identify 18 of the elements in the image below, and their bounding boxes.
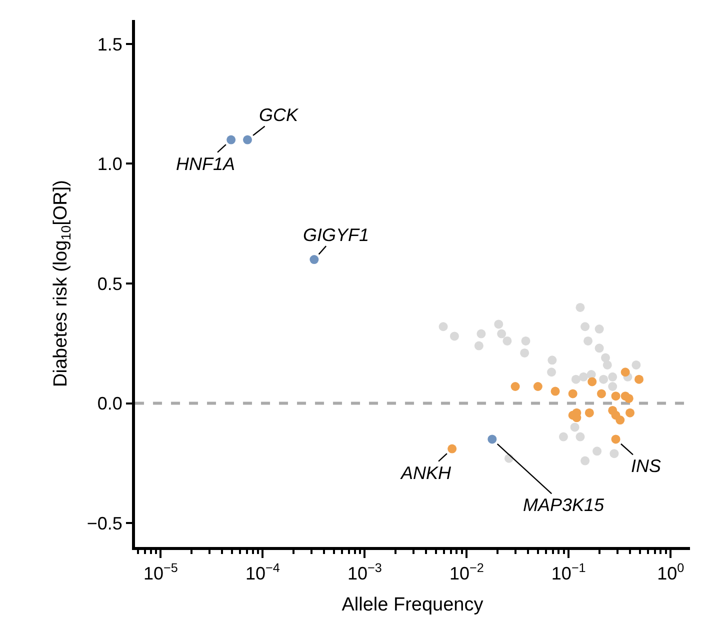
x-tick-label: 10$^{−1}$ (551, 561, 586, 584)
y-tick-label: −0.5 (86, 513, 122, 534)
x-tick-label: 10$^{−4}$ (245, 561, 280, 584)
y-tick-label: 1.0 (97, 154, 122, 174)
annotation: HNF1A (176, 154, 236, 174)
x-axis-title: Allele Frequency (342, 594, 484, 616)
x-tick-label: 10$^{−3}$ (347, 561, 382, 584)
annotation: INS (631, 456, 662, 476)
annotation: GIGYF1 (303, 225, 370, 245)
annotation: GCK (259, 105, 299, 125)
annotation: MAP3K15 (523, 495, 606, 515)
y-tick-label: 0.5 (97, 274, 122, 294)
x-tick-label: 10$^{−5}$ (143, 561, 178, 584)
annotation: ANKH (400, 463, 452, 483)
x-tick-label: 10$^{0}$ (657, 561, 684, 584)
x-tick-label: 10$^{−2}$ (449, 561, 484, 584)
y-tick-label: 1.5 (97, 34, 122, 54)
y-tick-label: 0.0 (97, 394, 122, 414)
